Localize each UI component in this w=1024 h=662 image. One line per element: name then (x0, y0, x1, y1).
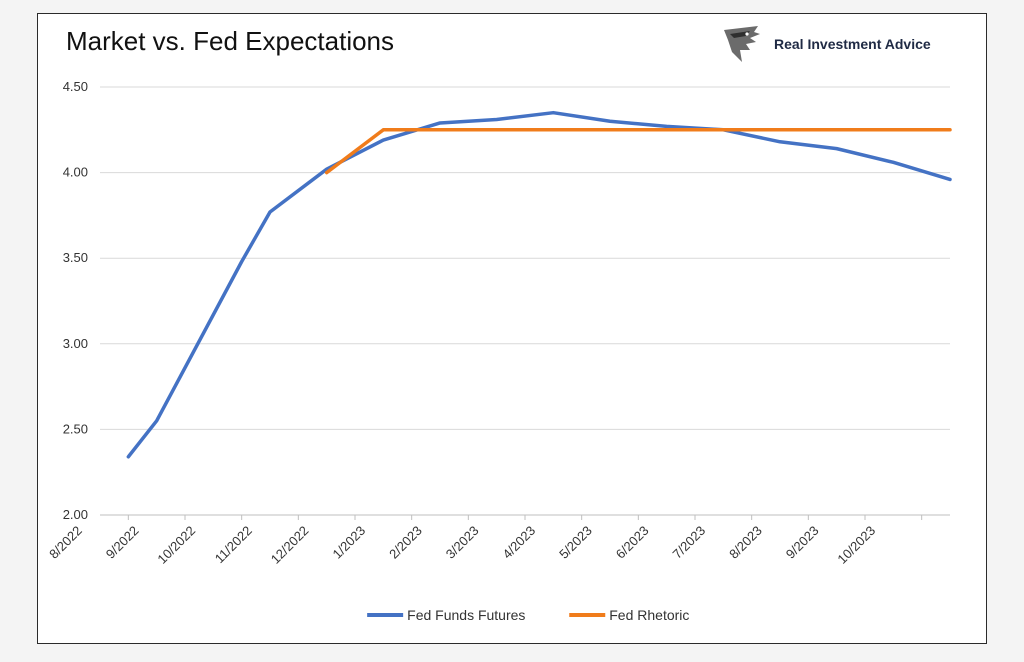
x-tick-label: 8/2023 (726, 523, 765, 562)
series-line (324, 128, 952, 175)
y-tick-label: 2.00 (63, 507, 88, 522)
legend-label: Fed Rhetoric (609, 607, 689, 623)
line-chart: 2.00 2.50 3.00 3.50 4.00 4.50 8/2022 9/2022 10/2… (46, 79, 952, 623)
x-tick-label: 10/2023 (834, 523, 878, 567)
eagle-head-icon (724, 26, 760, 62)
brand-logo: Real Investment Advice (720, 22, 931, 66)
y-tick-label: 4.00 (63, 165, 88, 180)
y-tick-label: 2.50 (63, 421, 88, 436)
x-tick-label: 11/2022 (212, 523, 255, 566)
y-tick-label: 3.50 (63, 250, 88, 265)
x-tick-label: 5/2023 (556, 523, 595, 562)
chart-frame: Market vs. Fed Expectations Real Investm… (37, 13, 987, 644)
brand-name: Real Investment Advice (774, 36, 931, 52)
x-tick-label: 1/2023 (329, 523, 368, 562)
x-tick-label: 7/2023 (669, 523, 708, 562)
x-tick-label: 9/2022 (103, 523, 142, 562)
x-tick-label: 9/2023 (783, 523, 822, 562)
x-tick-label: 4/2023 (499, 523, 538, 562)
x-tick-label: 6/2023 (613, 523, 652, 562)
series-line (126, 110, 952, 459)
y-tick-label: 4.50 (63, 79, 88, 94)
x-tick-label: 2/2023 (386, 523, 425, 562)
x-tick-label: 3/2023 (443, 523, 482, 562)
chart-title: Market vs. Fed Expectations (66, 26, 395, 56)
y-tick-label: 3.00 (63, 336, 88, 351)
x-tick-label: 12/2022 (268, 523, 312, 567)
x-tick-label: 8/2022 (46, 523, 85, 562)
x-tick-label: 10/2022 (154, 523, 198, 567)
legend-label: Fed Funds Futures (407, 607, 525, 623)
